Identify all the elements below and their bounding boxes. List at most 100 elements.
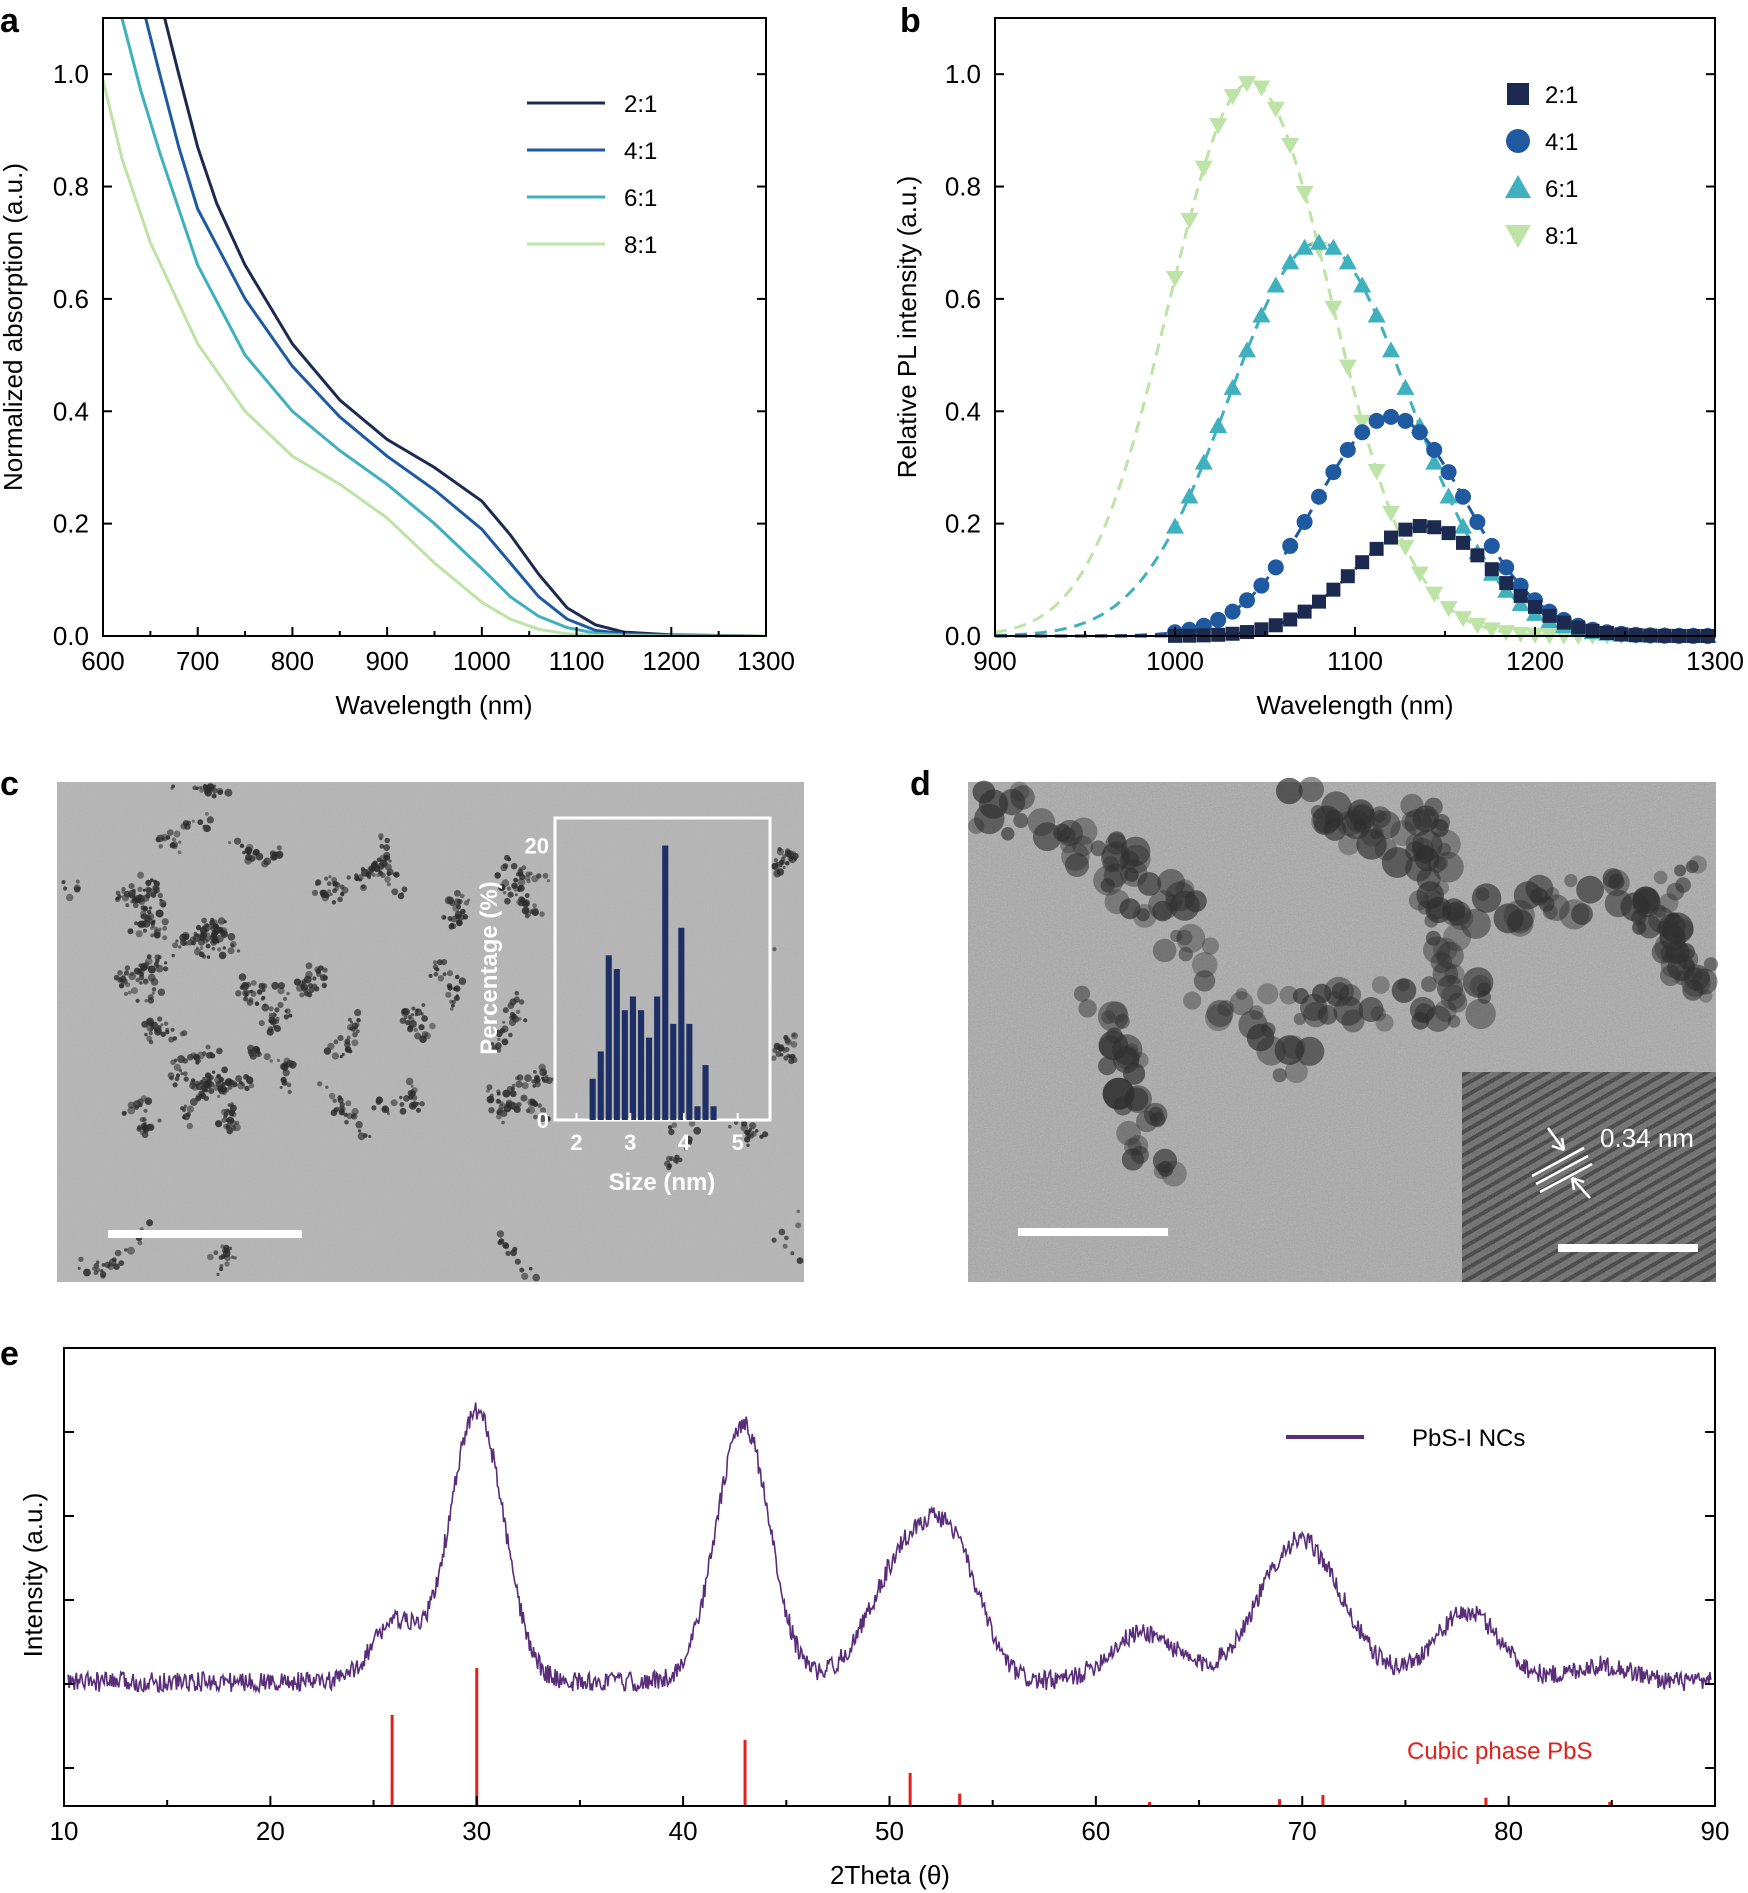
nanocrystal <box>1293 1012 1306 1026</box>
panel-b-frame <box>994 17 1716 637</box>
pl-marker-8-1 <box>1166 271 1184 288</box>
nanocrystal <box>315 879 322 886</box>
nanocrystal <box>222 1248 227 1253</box>
nanocrystal <box>142 1127 149 1134</box>
nanocrystal <box>1101 1010 1116 1025</box>
nanocrystal <box>277 1001 284 1009</box>
nanocrystal <box>127 928 134 935</box>
legend-label-pbs-i-ncs: PbS-I NCs <box>1412 1425 1525 1452</box>
pl-marker-2-1 <box>1268 618 1283 633</box>
nanocrystal <box>205 943 211 949</box>
nanocrystal <box>524 1074 532 1082</box>
nanocrystal <box>130 900 134 904</box>
nanocrystal <box>390 1099 398 1107</box>
nanocrystal <box>1107 831 1126 849</box>
nanocrystal <box>397 892 405 900</box>
x-tick-label: 3 <box>624 1130 636 1155</box>
nanocrystal <box>1284 1060 1308 1084</box>
nanocrystal <box>496 1091 501 1096</box>
nanocrystal <box>298 980 305 986</box>
nanocrystal <box>1375 1013 1394 1032</box>
nanocrystal <box>191 819 195 823</box>
nanocrystal <box>451 1003 455 1008</box>
nanocrystal <box>743 1130 747 1134</box>
nanocrystal <box>1637 914 1662 939</box>
pl-marker-4-1 <box>1282 537 1299 554</box>
nanocrystal <box>1136 908 1150 922</box>
nanocrystal <box>515 1009 521 1014</box>
nanocrystal <box>401 1009 409 1017</box>
nanocrystal <box>1152 938 1177 963</box>
nanocrystal <box>147 973 156 982</box>
nanocrystal <box>325 1085 329 1089</box>
nanocrystal <box>205 812 209 816</box>
nanocrystal <box>782 865 786 870</box>
nanocrystal <box>207 1253 214 1261</box>
nanocrystal <box>243 982 247 986</box>
nanocrystal <box>341 1052 345 1057</box>
nanocrystal <box>668 1128 675 1136</box>
legend-marker-6-1 <box>1505 175 1531 198</box>
nanocrystal <box>488 1107 495 1114</box>
nanocrystal <box>1391 978 1417 1003</box>
nanocrystal <box>305 962 313 970</box>
panel-a-x-ticks: 600 700 800 900 1000 1100 1200 1300 <box>81 627 795 676</box>
nanocrystal <box>391 888 399 896</box>
nanocrystal <box>195 924 202 931</box>
nanocrystal <box>1370 1006 1386 1022</box>
nanocrystal <box>332 1098 337 1103</box>
nanocrystal <box>332 888 338 894</box>
nanocrystal <box>211 946 216 951</box>
pl-marker-4-1 <box>1498 559 1515 576</box>
nanocrystal <box>414 1012 419 1017</box>
nanocrystal <box>267 1026 274 1033</box>
nanocrystal <box>155 960 159 964</box>
nanocrystal <box>345 1047 350 1052</box>
pl-marker-8-1 <box>1396 539 1415 556</box>
nanocrystal <box>784 1235 789 1241</box>
panel-label-c: c <box>0 765 19 803</box>
nanocrystal <box>349 1026 353 1031</box>
nanocrystal <box>216 1272 220 1277</box>
panel-e-legend: PbS-I NCs <box>1286 1425 1525 1452</box>
nanocrystal <box>228 841 232 845</box>
nanocrystal <box>254 1001 260 1006</box>
nanocrystal <box>1298 776 1325 803</box>
nanocrystal <box>515 1080 523 1088</box>
nanocrystal <box>203 824 211 833</box>
nanocrystal <box>286 1082 292 1088</box>
nanocrystal <box>1333 996 1364 1026</box>
nanocrystal <box>1703 957 1719 972</box>
panel-b-x-label: Wavelength (nm) <box>1257 690 1454 720</box>
nanocrystal <box>173 830 181 838</box>
pl-marker-6-1 <box>1238 341 1256 358</box>
nanocrystal <box>223 1112 229 1117</box>
nanocrystal <box>93 1270 99 1276</box>
nanocrystal <box>456 919 463 927</box>
nanocrystal <box>220 1083 224 1087</box>
nanocrystal <box>545 1116 551 1122</box>
nanocrystal <box>463 900 470 906</box>
nanocrystal <box>455 994 459 998</box>
x-tick-label: 1200 <box>1506 646 1564 676</box>
nanocrystal <box>337 1035 344 1042</box>
nanocrystal <box>288 1013 293 1018</box>
nanocrystal <box>1201 937 1219 955</box>
nanocrystal <box>1312 983 1332 1004</box>
nanocrystal <box>355 1121 363 1129</box>
histogram-bar <box>686 1023 693 1120</box>
nanocrystal <box>522 900 530 908</box>
nanocrystal <box>513 877 518 883</box>
nanocrystal <box>132 902 139 909</box>
panel-label-a: a <box>0 2 20 40</box>
nanocrystal <box>183 1076 189 1082</box>
nanocrystal <box>1699 989 1713 1003</box>
panel-b-x-ticks: 900 1000 1100 1200 1300 <box>973 627 1744 676</box>
nanocrystal <box>421 1031 429 1038</box>
nanocrystal <box>518 1017 522 1021</box>
nanocrystal <box>160 833 169 842</box>
nanocrystal <box>233 1256 237 1260</box>
nanocrystal <box>503 1103 508 1108</box>
nanocrystal <box>163 1021 169 1026</box>
nanocrystal <box>1191 952 1218 978</box>
